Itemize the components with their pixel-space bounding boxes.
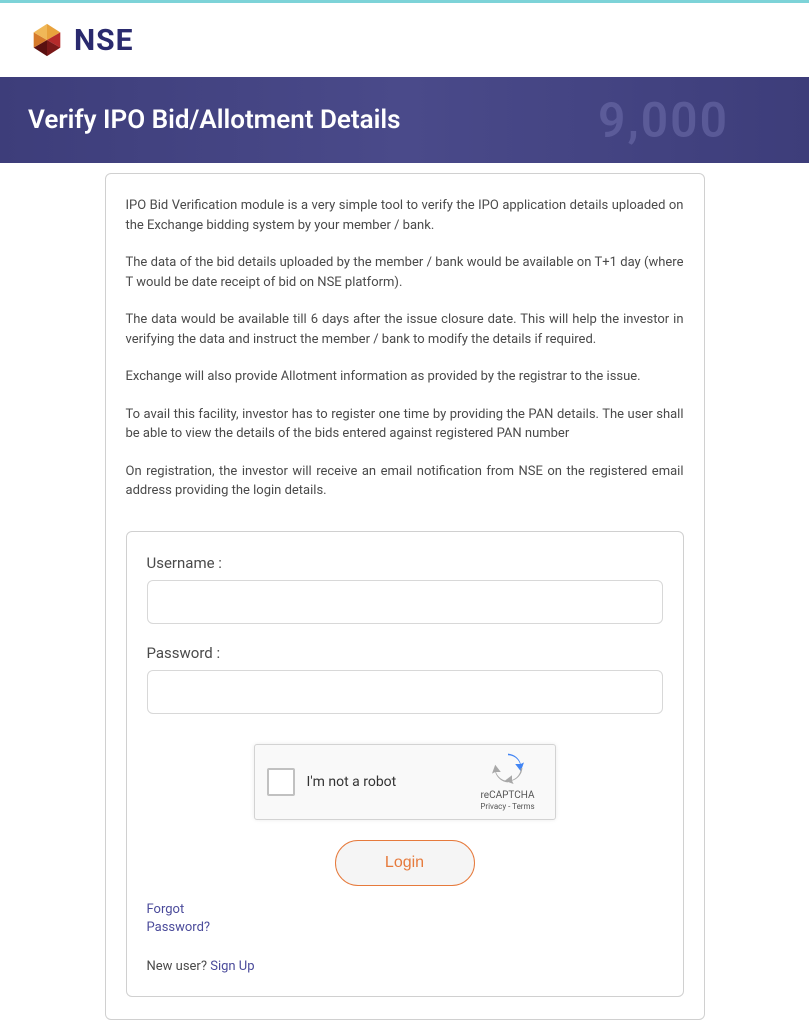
login-box: Username : Password : I'm not a robot re… (126, 531, 684, 997)
password-label: Password : (147, 644, 663, 662)
password-input[interactable] (147, 670, 663, 714)
info-paragraph-5: To avail this facility, investor has to … (126, 405, 684, 444)
recaptcha-widget[interactable]: I'm not a robot reCAPTCHA Privacy - Term… (254, 744, 556, 820)
recaptcha-checkbox[interactable] (267, 768, 295, 796)
banner: 9,000 Verify IPO Bid/Allotment Details (0, 77, 809, 163)
login-button-container: Login (147, 840, 663, 886)
page-title: Verify IPO Bid/Allotment Details (28, 105, 781, 135)
signup-link[interactable]: Sign Up (210, 959, 254, 974)
info-paragraph-4: Exchange will also provide Allotment inf… (126, 367, 684, 387)
info-paragraph-2: The data of the bid details uploaded by … (126, 253, 684, 292)
info-paragraph-1: IPO Bid Verification module is a very si… (126, 196, 684, 235)
logo[interactable]: NSE (28, 21, 781, 59)
captcha-brand-text: reCAPTCHA (473, 790, 543, 801)
captcha-container: I'm not a robot reCAPTCHA Privacy - Term… (147, 744, 663, 820)
captcha-branding: reCAPTCHA Privacy - Terms (473, 752, 543, 811)
info-paragraph-6: On registration, the investor will recei… (126, 462, 684, 501)
username-label: Username : (147, 554, 663, 572)
forgot-password-link[interactable]: Forgot Password? (147, 901, 227, 937)
header: NSE (0, 3, 809, 77)
login-button[interactable]: Login (335, 840, 475, 886)
signup-row: New user? Sign Up (147, 959, 663, 974)
nse-logo-icon (28, 21, 66, 59)
main-card: IPO Bid Verification module is a very si… (105, 173, 705, 1020)
username-input[interactable] (147, 580, 663, 624)
captcha-label: I'm not a robot (307, 774, 473, 790)
info-paragraph-3: The data would be available till 6 days … (126, 310, 684, 349)
recaptcha-icon (492, 752, 524, 784)
logo-text: NSE (74, 23, 134, 58)
new-user-text: New user? (147, 959, 211, 974)
captcha-links-text: Privacy - Terms (473, 802, 543, 811)
content-wrapper: IPO Bid Verification module is a very si… (0, 163, 809, 1030)
